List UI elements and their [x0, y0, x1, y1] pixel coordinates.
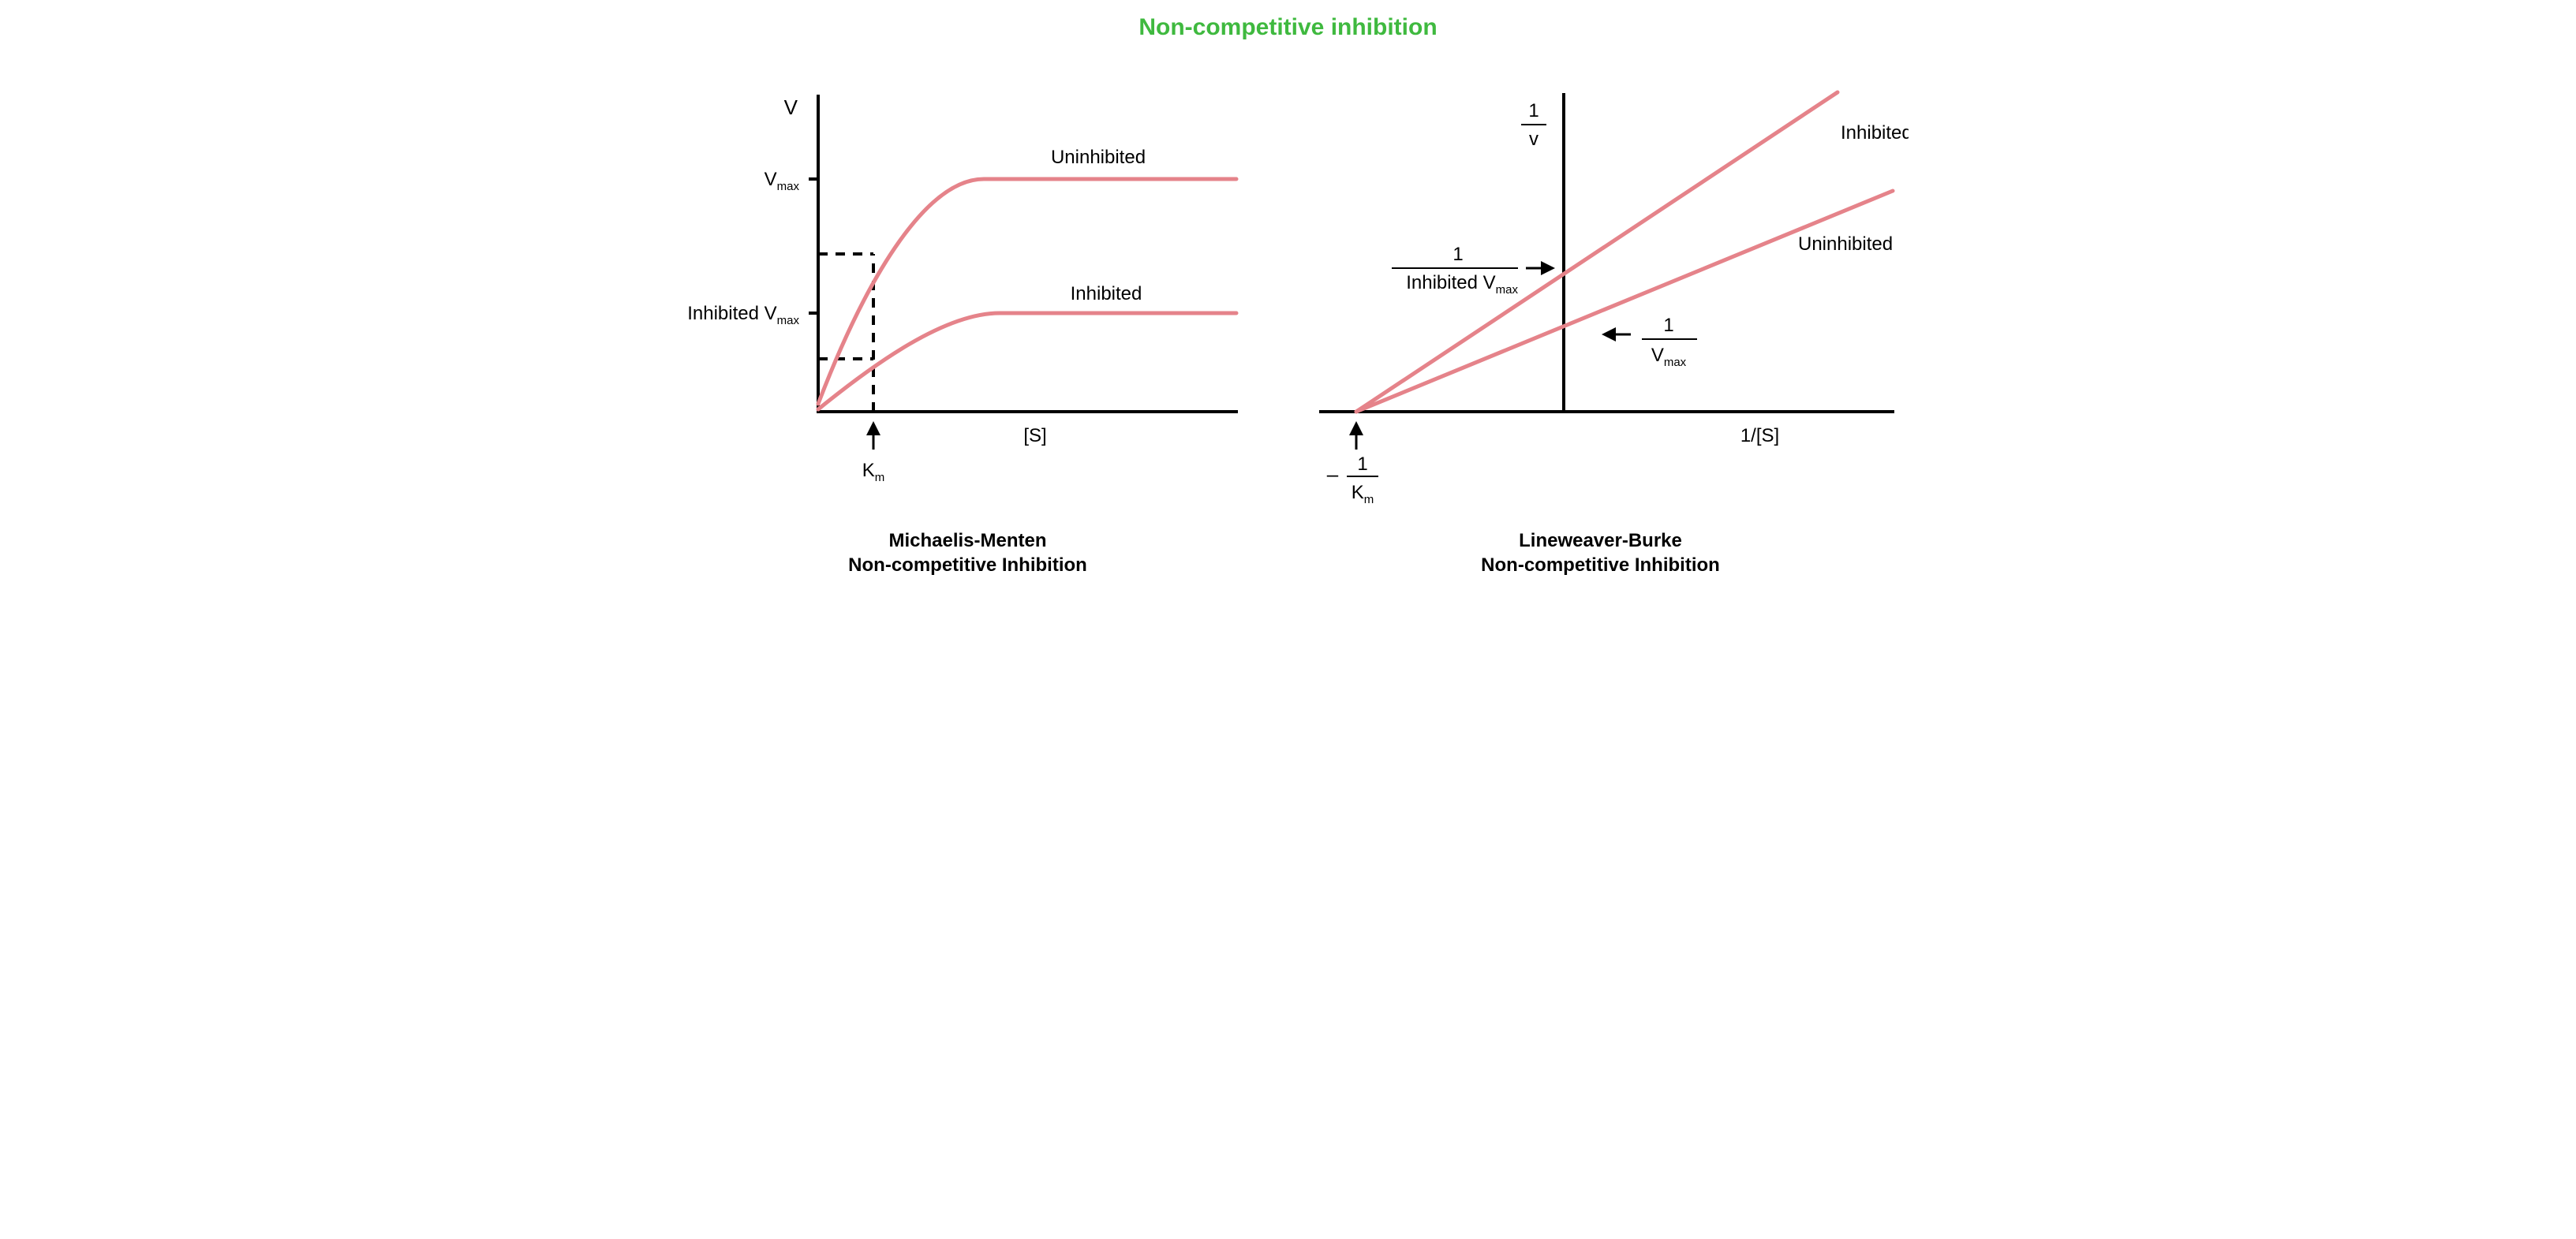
svg-text:Km: Km	[1351, 482, 1374, 506]
svg-text:1: 1	[1663, 315, 1673, 336]
mm-uninhibited-curve	[818, 179, 1236, 404]
mm-panel: V Vmax Inhibited Vmax Uninhibited Inhibited […	[668, 73, 1268, 577]
svg-text:1: 1	[1357, 453, 1367, 475]
svg-text:Vmax: Vmax	[1651, 345, 1686, 369]
lb-caption: Lineweaver-BurkeNon-competitive Inhibiti…	[1481, 528, 1720, 577]
lb-chart: 1 v 1 Inhibited Vmax 1 Vmax Inhibited Uninhibit…	[1293, 73, 1909, 514]
charts-row: V Vmax Inhibited Vmax Uninhibited Inhibited […	[645, 41, 1932, 577]
svg-text:Vmax: Vmax	[764, 169, 799, 193]
svg-text:Uninhibited: Uninhibited	[1050, 147, 1145, 168]
svg-text:Inhibited Vmax: Inhibited Vmax	[687, 303, 799, 327]
svg-text:Inhibited Vmax: Inhibited Vmax	[1406, 272, 1518, 297]
svg-text:1/[S]: 1/[S]	[1740, 425, 1778, 446]
mm-chart: V Vmax Inhibited Vmax Uninhibited Inhibited […	[668, 73, 1268, 514]
page-title: Non-competitive inhibition	[645, 14, 1932, 41]
svg-text:V: V	[783, 95, 798, 119]
mm-caption: Michaelis-MentenNon-competitive Inhibiti…	[848, 528, 1087, 577]
svg-text:1: 1	[1453, 244, 1463, 265]
svg-text:[S]: [S]	[1023, 425, 1046, 446]
svg-text:Inhibited: Inhibited	[1070, 283, 1142, 304]
lb-inhibited-line	[1356, 92, 1838, 412]
lb-uninhibited-line	[1356, 191, 1893, 412]
mm-inhibited-curve	[818, 313, 1236, 409]
svg-text:v: v	[1529, 129, 1538, 150]
lb-panel: 1 v 1 Inhibited Vmax 1 Vmax Inhibited Uninhibit…	[1293, 73, 1909, 577]
svg-text:Inhibited: Inhibited	[1841, 122, 1909, 144]
svg-text:Uninhibited: Uninhibited	[1798, 233, 1893, 255]
svg-text:1: 1	[1528, 100, 1538, 121]
svg-text:–: –	[1326, 462, 1338, 486]
svg-text:Km: Km	[862, 460, 884, 484]
